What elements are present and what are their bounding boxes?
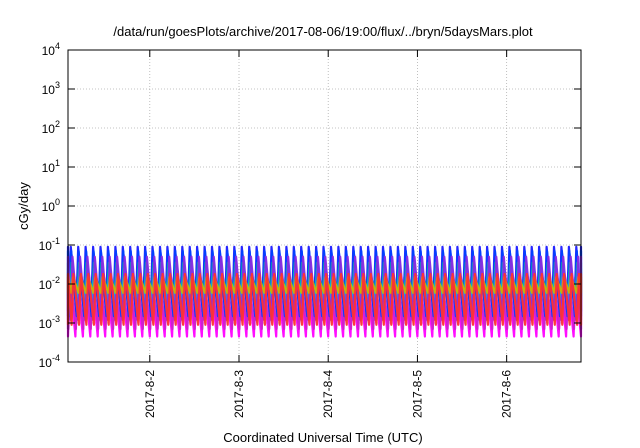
x-axis-label: Coordinated Universal Time (UTC) [223, 430, 422, 445]
y-tick-labels: 10-4 10-3 10-2 10-1 100 101 102 103 104 [39, 41, 60, 370]
chart-title: /data/run/goesPlots/archive/2017-08-06/1… [113, 24, 533, 39]
x-tick-label: 2017-8-6 [500, 370, 514, 418]
y-tick-label: 10-1 [39, 236, 60, 253]
x-tick-label: 2017-8-2 [143, 370, 157, 418]
x-tick-label: 2017-8-4 [321, 370, 335, 418]
y-tick-label: 100 [42, 197, 60, 214]
y-axis-label: cGy/day [16, 182, 31, 230]
y-tick-label: 10-2 [39, 275, 60, 292]
x-tick-labels: 2017-8-2 2017-8-3 2017-8-4 2017-8-5 2017-8-6 [143, 370, 514, 418]
tick-marks [68, 49, 581, 363]
grid [68, 50, 581, 362]
y-tick-label: 102 [42, 119, 60, 136]
x-tick-label: 2017-8-3 [232, 370, 246, 418]
series-group [66, 245, 583, 338]
y-tick-label: 10-4 [39, 353, 60, 370]
y-tick-label: 104 [42, 41, 60, 58]
series-line [66, 272, 583, 326]
y-tick-label: 103 [42, 80, 60, 97]
y-tick-label: 10-3 [39, 314, 60, 331]
x-tick-label: 2017-8-5 [410, 370, 424, 418]
y-tick-label: 101 [42, 158, 60, 175]
